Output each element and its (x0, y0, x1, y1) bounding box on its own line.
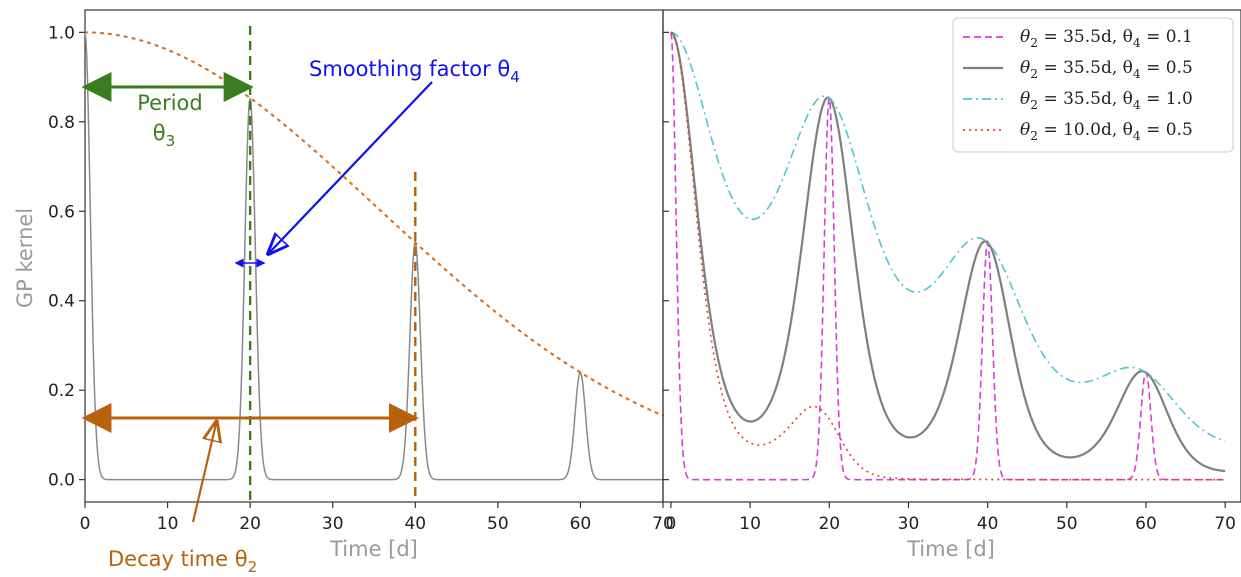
legend-label-part: = 1.0 (1141, 89, 1193, 109)
legend-label-part: θ (1020, 27, 1030, 47)
x-tick-label: 70 (1214, 514, 1236, 534)
legend-label-part: 2 (1030, 129, 1038, 143)
x-tick-label: 70 (652, 514, 674, 534)
smoothing-pointer (270, 81, 433, 252)
x-tick-label: 30 (322, 514, 344, 534)
smoothing-label-part: 4 (510, 68, 520, 86)
right-x-axis-title: Time [d] (906, 537, 995, 561)
left-plot-frame (84, 9, 664, 503)
period-symbol-part: 3 (166, 132, 176, 150)
smoothing-label-part: Smoothing factor θ (309, 57, 510, 81)
x-tick-label: 60 (570, 514, 592, 534)
right-plot-frame (662, 9, 1241, 503)
period-symbol-part: θ (153, 121, 166, 145)
legend-label-part: 4 (1133, 98, 1141, 112)
left-kernel-curve (84, 32, 663, 481)
right-ticks: 0 10 20 30 40 50 60 70 (663, 31, 1236, 534)
period-label: Period (137, 91, 202, 115)
x-tick-label: 20 (239, 514, 261, 534)
legend-box (952, 17, 1234, 153)
legend-label-part: = 35.5d, θ (1038, 89, 1133, 109)
left-ticks: 0 10 20 30 40 50 60 700.00.20.40.60.81.0 (48, 23, 674, 534)
left-decay-envelope (83, 31, 665, 417)
right-panel: 0 10 20 30 40 50 60 70 Time [d] θ2 = 35.5d, θ4 … (662, 9, 1241, 561)
decay-label: Decay time θ2 (108, 547, 257, 576)
legend-label-part: = 35.5d, θ (1038, 58, 1133, 78)
x-tick-label: 10 (157, 514, 179, 534)
x-tick-label: 10 (739, 514, 761, 534)
x-tick-label: 60 (1135, 514, 1157, 534)
y-tick-label: 0.2 (48, 381, 75, 401)
decay-label-part: Decay time θ (108, 547, 248, 571)
y-tick-label: 0.6 (48, 202, 75, 222)
legend-label: θ2 = 35.5d, θ4 = 0.1 (1020, 27, 1193, 50)
x-tick-label: 40 (977, 514, 999, 534)
x-tick-label: 50 (1056, 514, 1078, 534)
legend-label-part: 4 (1133, 129, 1141, 143)
left-annotations: Period θ3 Decay time θ2 Smoothing factor θ4 (81, 57, 520, 576)
left-y-axis-title: GP kernel (13, 208, 37, 308)
series-line-3 (670, 31, 1226, 442)
series-line-1 (670, 32, 1226, 481)
legend-label-part: θ (1020, 120, 1030, 140)
legend: θ2 = 35.5d, θ4 = 0.1θ2 = 35.5d, θ4 = 0.5… (952, 17, 1234, 153)
legend-label-part: θ (1020, 89, 1030, 109)
smoothing-label: Smoothing factor θ4 (309, 57, 520, 86)
legend-label-part: = 0.5 (1141, 120, 1193, 140)
x-tick-label: 50 (487, 514, 509, 534)
legend-label-part: 2 (1030, 36, 1038, 50)
decay-pointer (191, 424, 216, 523)
x-tick-label: 20 (818, 514, 840, 534)
legend-label-part: = 0.1 (1141, 27, 1193, 47)
legend-label: θ2 = 35.5d, θ4 = 1.0 (1020, 89, 1193, 112)
y-tick-label: 0.4 (48, 292, 75, 312)
legend-label-part: 4 (1133, 36, 1141, 50)
left-panel: 0 10 20 30 40 50 60 700.00.20.40.60.81.0 Period… (13, 9, 674, 576)
series-line-4 (670, 31, 1226, 481)
x-tick-label: 0 (80, 514, 91, 534)
right-curves (670, 31, 1226, 481)
legend-label-part: = 10.0d, θ (1038, 120, 1133, 140)
period-symbol: θ3 (153, 121, 175, 150)
series-line-2 (670, 31, 1226, 473)
decay-label-part: 2 (248, 558, 258, 576)
legend-label: θ2 = 10.0d, θ4 = 0.5 (1020, 120, 1193, 143)
x-tick-label: 0 (666, 514, 677, 534)
legend-label-part: = 0.5 (1141, 58, 1193, 78)
legend-label-part: 2 (1030, 67, 1038, 81)
y-tick-label: 0.8 (48, 113, 75, 133)
y-tick-label: 0.0 (48, 471, 75, 491)
legend-label-part: 2 (1030, 98, 1038, 112)
left-x-axis-title: Time [d] (329, 537, 418, 561)
legend-label: θ2 = 35.5d, θ4 = 0.5 (1020, 58, 1193, 81)
x-tick-label: 30 (898, 514, 920, 534)
legend-label-part: θ (1020, 58, 1030, 78)
x-tick-label: 40 (404, 514, 426, 534)
y-tick-label: 1.0 (48, 23, 75, 43)
legend-label-part: 4 (1133, 67, 1141, 81)
legend-label-part: = 35.5d, θ (1038, 27, 1133, 47)
